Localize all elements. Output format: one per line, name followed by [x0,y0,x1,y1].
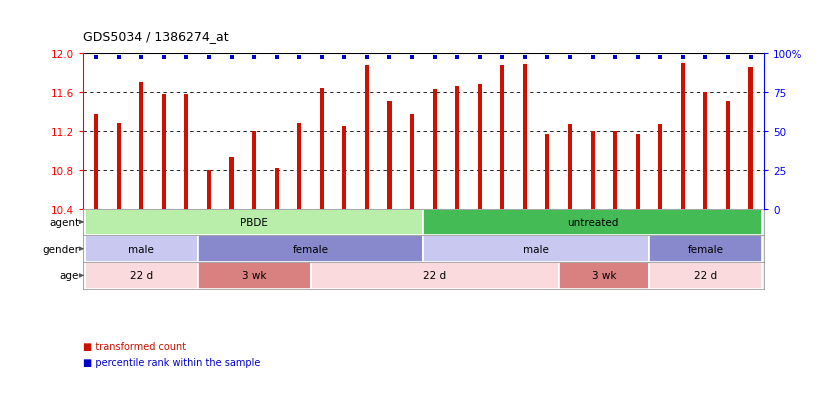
Bar [748,68,752,209]
Bar [523,65,527,209]
Bar [184,95,188,209]
Bar [207,170,211,209]
Bar [320,89,324,209]
Bar [140,83,143,209]
Text: PBDE: PBDE [240,217,268,227]
Bar [387,102,392,209]
Text: ■ transformed count: ■ transformed count [83,341,186,351]
Bar [197,262,311,289]
Bar [726,102,730,209]
Bar [311,262,558,289]
Bar [410,115,414,209]
Bar [297,123,301,209]
Text: 22 d: 22 d [423,271,446,281]
Bar [94,115,98,209]
Text: gender: gender [42,244,79,254]
Bar [501,66,505,209]
Bar [85,262,197,289]
Bar [423,209,762,236]
Bar [197,236,423,262]
Text: male: male [128,244,154,254]
Bar [423,236,649,262]
Text: 22 d: 22 d [130,271,153,281]
Bar [704,93,707,209]
Bar [558,262,649,289]
Text: 22 d: 22 d [694,271,717,281]
Bar [455,87,459,209]
Bar [649,262,762,289]
Text: untreated: untreated [567,217,618,227]
Bar [681,64,685,209]
Bar [230,158,234,209]
Bar [85,209,423,236]
Text: female: female [292,244,329,254]
Text: age: age [59,271,79,281]
Bar [613,131,617,209]
Text: agent: agent [49,217,79,227]
Bar [433,90,437,209]
Bar [591,131,595,209]
Bar [252,131,256,209]
Bar [85,236,197,262]
Bar [274,168,278,209]
Bar [342,126,346,209]
Bar [365,66,369,209]
Text: ■ percentile rank within the sample: ■ percentile rank within the sample [83,357,260,367]
Text: GDS5034 / 1386274_at: GDS5034 / 1386274_at [83,31,228,43]
Text: 3 wk: 3 wk [591,271,616,281]
Text: female: female [687,244,724,254]
Bar [568,125,572,209]
Bar [162,95,166,209]
Bar [545,134,549,209]
Text: male: male [523,244,549,254]
Text: 3 wk: 3 wk [242,271,266,281]
Bar [636,134,639,209]
Bar [477,85,482,209]
Bar [116,123,121,209]
Bar [649,236,762,262]
Bar [658,125,662,209]
